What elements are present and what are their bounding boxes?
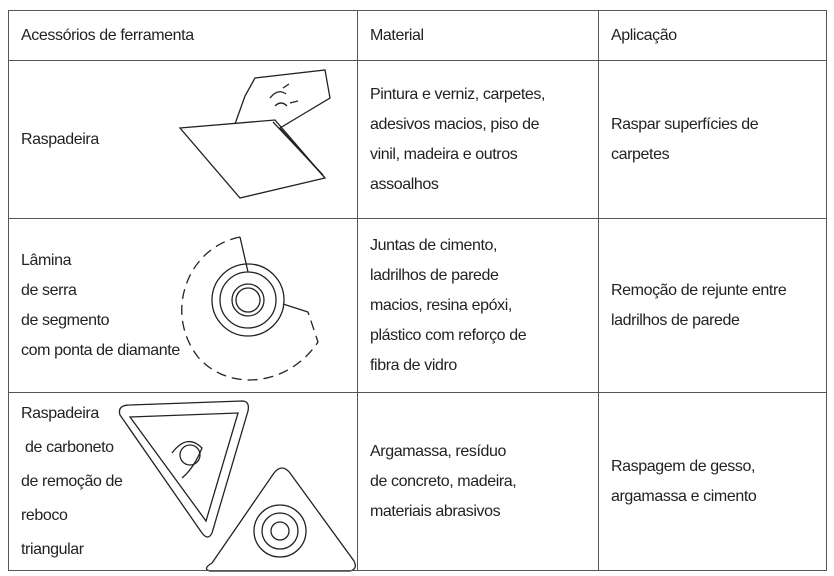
cell-line: Remoção de rejunte entre [611, 281, 787, 299]
table-cell: Argamassa, resíduo de concreto, madeira, m… [358, 393, 599, 571]
cell-line: ladrilhos de parede [370, 266, 499, 284]
triangular-scraper-icon [118, 400, 356, 572]
header-cell: Acessórios de ferramenta [9, 11, 358, 61]
table-cell: Remoção de rejunte entre ladrilhos de par… [599, 219, 827, 393]
cell-line: fibra de vidro [370, 356, 457, 374]
cell-line: triangular [21, 540, 84, 558]
header-cell: Material [358, 11, 599, 61]
cell-line: argamassa e cimento [611, 487, 757, 505]
cell-line: Raspagem de gesso, [611, 457, 756, 475]
cell-line: Raspadeira [21, 404, 99, 422]
cell-line: de remoção de [21, 472, 123, 490]
cell-line: Raspar superfícies de [611, 115, 759, 133]
cell-line: Lâmina [21, 251, 72, 269]
cell-line: macios, resina epóxi, [370, 296, 512, 314]
cell-line: de concreto, madeira, [370, 472, 517, 490]
cell-line: adesivos macios, piso de [370, 115, 540, 133]
table-cell: Lâmina de serra de segmento com ponta de di… [9, 219, 358, 393]
table-cell: Raspadeira [9, 61, 358, 219]
diamond-blade-icon [181, 236, 319, 381]
cell-line: plástico com reforço de [370, 326, 527, 344]
cell-line: carpetes [611, 145, 670, 163]
table: Acessórios de ferramenta Material Aplicaçã… [8, 10, 827, 571]
cell-line: Juntas de cimento, [370, 236, 498, 254]
scraper-icon [178, 69, 331, 199]
cell-line: assoalhos [370, 175, 439, 193]
cell-line: com ponta de diamante [21, 341, 180, 359]
cell-line: Raspadeira [21, 130, 99, 148]
cell-line: materiais abrasivos [370, 502, 501, 520]
cell-line: de carboneto [21, 438, 114, 456]
cell-line: ladrilhos de parede [611, 311, 740, 329]
cell-line: vinil, madeira e outros [370, 145, 518, 163]
cell-line: reboco [21, 506, 68, 524]
cell-line: Pintura e verniz, carpetes, [370, 85, 546, 103]
table-cell: Raspagem de gesso, argamassa e cimento [599, 393, 827, 571]
header-cell: Aplicação [599, 11, 827, 61]
cell-line: de segmento [21, 311, 110, 329]
cell-line: Argamassa, resíduo [370, 442, 506, 460]
table-cell: Raspadeira de carboneto de remoção de rebo… [9, 393, 358, 571]
table-cell: Raspar superfícies de carpetes [599, 61, 827, 219]
table-cell: Juntas de cimento, ladrilhos de parede mac… [358, 219, 599, 393]
cell-line: de serra [21, 281, 77, 299]
table-cell: Pintura e verniz, carpetes, adesivos maci… [358, 61, 599, 219]
